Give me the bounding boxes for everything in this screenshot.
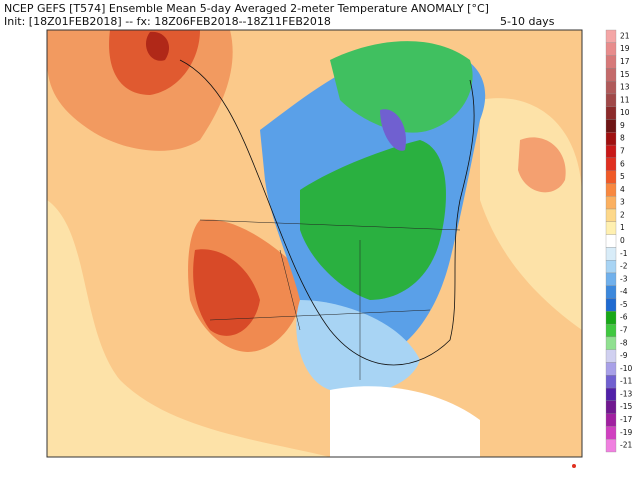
color-cell bbox=[605, 81, 617, 95]
colorbar-label: 10 bbox=[620, 108, 630, 117]
colorbar-label: 3 bbox=[620, 198, 625, 207]
color-cell bbox=[605, 413, 617, 427]
color-cell bbox=[605, 132, 617, 146]
colorbar-label: -8 bbox=[620, 338, 628, 347]
colorbar-label: 21 bbox=[620, 31, 630, 40]
colorbar-label: 2 bbox=[620, 210, 625, 219]
color-cell bbox=[605, 387, 617, 401]
colorbar-label: 7 bbox=[620, 146, 625, 155]
color-cell bbox=[605, 170, 617, 184]
colorbar-label: -15 bbox=[620, 402, 632, 411]
color-cell bbox=[605, 285, 617, 299]
color-cell bbox=[605, 157, 617, 171]
brand-dot bbox=[572, 464, 576, 468]
anomaly-area bbox=[518, 137, 566, 193]
borders bbox=[199, 219, 461, 380]
color-cell bbox=[605, 336, 617, 350]
map-frame bbox=[46, 29, 583, 458]
colorbar-label: -6 bbox=[620, 313, 628, 322]
color-cell bbox=[605, 439, 617, 453]
colorbar-label: 15 bbox=[620, 70, 630, 79]
color-cell bbox=[605, 298, 617, 312]
color-cell bbox=[605, 42, 617, 56]
colorbar-label: -5 bbox=[620, 300, 628, 309]
anomaly-area bbox=[330, 41, 473, 133]
color-cell bbox=[605, 55, 617, 69]
colorbar-label: 8 bbox=[620, 134, 625, 143]
color-cell bbox=[605, 349, 617, 363]
anomaly-area bbox=[300, 140, 446, 300]
colorbar-label: 17 bbox=[620, 57, 630, 66]
colorbar-label: -21 bbox=[620, 441, 632, 450]
anomaly-area bbox=[145, 31, 170, 61]
colorbar-label: 11 bbox=[620, 95, 630, 104]
color-cell bbox=[605, 375, 617, 389]
anomaly-area bbox=[330, 386, 480, 457]
colorbar-label: 5 bbox=[620, 172, 625, 181]
color-cell bbox=[605, 234, 617, 248]
color-cell bbox=[605, 68, 617, 82]
colorbar-label: -19 bbox=[620, 428, 632, 437]
color-cell bbox=[605, 93, 617, 107]
color-cell bbox=[605, 247, 617, 261]
color-cell bbox=[605, 106, 617, 120]
anomaly-area bbox=[47, 200, 330, 457]
colorbar-label: -9 bbox=[620, 351, 628, 360]
color-cell bbox=[605, 119, 617, 133]
color-cell bbox=[605, 221, 617, 235]
colorbar-label: -7 bbox=[620, 326, 628, 335]
anomaly-area bbox=[109, 30, 200, 95]
colorbar-label: 1 bbox=[620, 223, 625, 232]
color-cell bbox=[605, 183, 617, 197]
anomaly-area bbox=[296, 300, 420, 394]
colorbar-label: -1 bbox=[620, 249, 628, 258]
color-cell bbox=[605, 362, 617, 376]
color-cell bbox=[605, 311, 617, 325]
colorbar-label: 13 bbox=[620, 83, 630, 92]
colorbar-label: -11 bbox=[620, 377, 632, 386]
colorbar-label: 4 bbox=[620, 185, 625, 194]
range: 5-10 days bbox=[500, 15, 555, 28]
colorbar-label: -10 bbox=[620, 364, 632, 373]
subtitle: Init: [18Z01FEB2018] -- fx: 18Z06FEB2018… bbox=[4, 15, 331, 28]
anomaly-area bbox=[193, 249, 260, 336]
color-cell bbox=[605, 323, 617, 338]
color-cell bbox=[605, 208, 617, 222]
colorbar: 211917151311109876543210-1-2-3-4-5-6-7-8… bbox=[605, 29, 632, 453]
color-cell bbox=[605, 272, 617, 286]
color-cell bbox=[605, 260, 617, 274]
anomaly-area bbox=[380, 109, 406, 151]
colorbar-label: 0 bbox=[620, 236, 625, 245]
map bbox=[46, 29, 583, 458]
coastline bbox=[179, 59, 475, 366]
colorbar-label: -3 bbox=[620, 274, 628, 283]
color-cell bbox=[605, 426, 617, 440]
colorbar-label: 9 bbox=[620, 121, 625, 130]
color-cell bbox=[605, 29, 617, 43]
colorbar-label: -17 bbox=[620, 415, 632, 424]
color-cell bbox=[605, 144, 617, 159]
colorbar-label: -13 bbox=[620, 389, 632, 398]
colorbar-label: 19 bbox=[620, 44, 630, 53]
color-cell bbox=[605, 196, 617, 210]
colorbar-label: -2 bbox=[620, 262, 628, 271]
colorbar-label: -4 bbox=[620, 287, 628, 296]
colorbar-label: 6 bbox=[620, 159, 625, 168]
color-cell bbox=[605, 400, 617, 414]
title: NCEP GEFS [T574] Ensemble Mean 5-day Ave… bbox=[4, 2, 489, 15]
